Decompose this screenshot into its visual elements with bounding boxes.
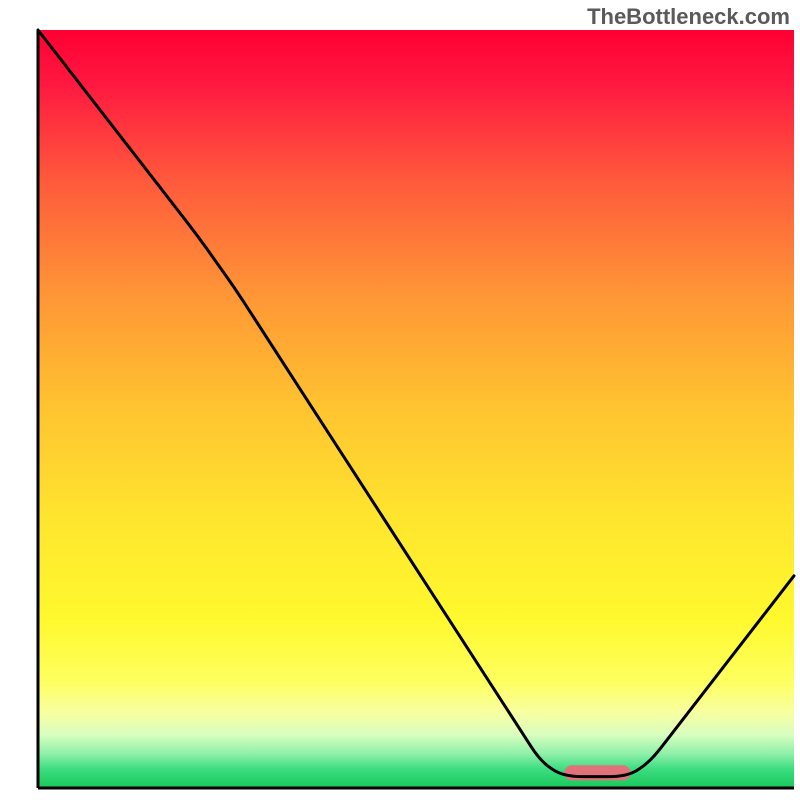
plot-background	[38, 30, 794, 788]
watermark: TheBottleneck.com	[587, 4, 790, 30]
minimum-marker	[564, 765, 631, 780]
bottleneck-chart	[0, 0, 800, 800]
chart-container: TheBottleneck.com	[0, 0, 800, 800]
